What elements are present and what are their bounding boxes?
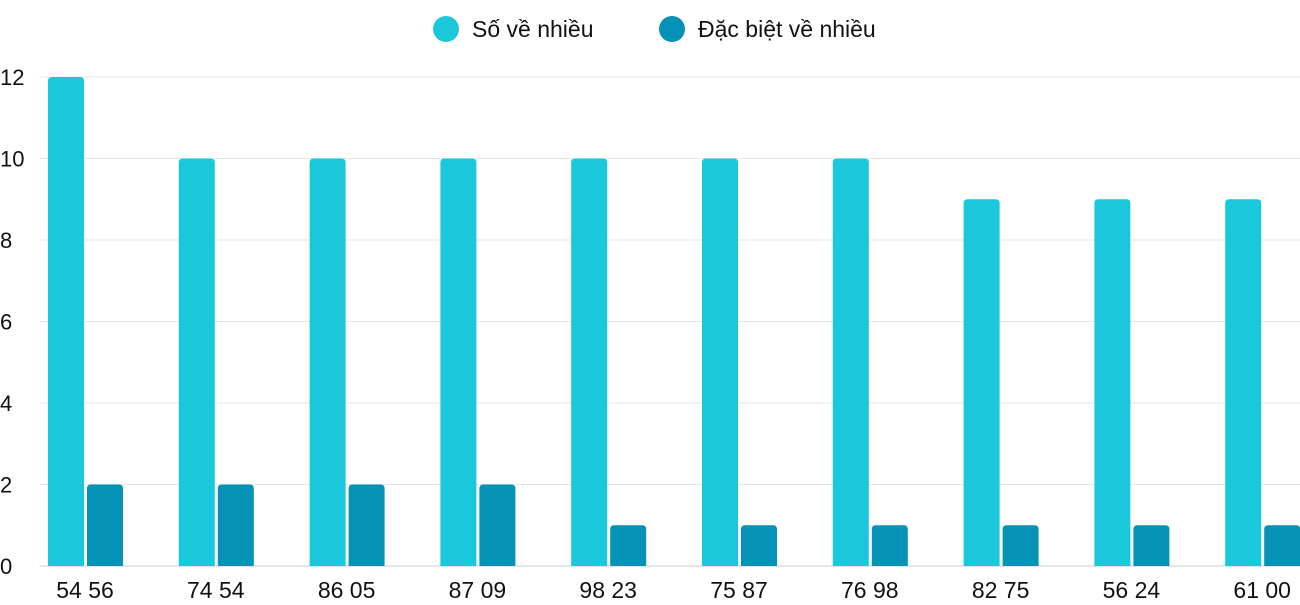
grid <box>40 76 1300 567</box>
x-tick-label: 87 09 <box>449 577 507 600</box>
bar-dac-biet-ve-nhieu[interactable] <box>479 484 516 567</box>
legend: Số về nhiều Đặc biệt về nhiều <box>433 16 876 42</box>
y-tick-label: 6 <box>0 310 12 335</box>
legend-marker <box>433 16 459 42</box>
legend-item[interactable]: Đặc biệt về nhiều <box>659 16 876 42</box>
legend-label: Đặc biệt về nhiều <box>698 16 876 42</box>
bar-dac-biet-ve-nhieu[interactable] <box>741 525 777 566</box>
bar-dac-biet-ve-nhieu[interactable] <box>610 525 647 566</box>
bar-so-ve-nhieu[interactable] <box>440 158 477 567</box>
legend-item[interactable]: Số về nhiều <box>433 16 593 42</box>
y-tick-label: 12 <box>0 65 24 90</box>
x-tick-label: 74 54 <box>187 577 245 600</box>
x-tick-label: 98 23 <box>579 577 637 600</box>
bar-dac-biet-ve-nhieu[interactable] <box>217 484 254 567</box>
bar-so-ve-nhieu[interactable] <box>832 158 869 567</box>
bar-so-ve-nhieu[interactable] <box>1094 199 1131 566</box>
y-axis: 0 2 4 6 8 10 12 <box>0 65 24 579</box>
x-tick-label: 75 87 <box>710 577 768 600</box>
legend-marker <box>659 16 685 42</box>
x-tick-label: 56 24 <box>1103 577 1161 600</box>
bar-so-ve-nhieu[interactable] <box>48 77 84 566</box>
legend-label: Số về nhiều <box>472 16 593 42</box>
bar-dac-biet-ve-nhieu[interactable] <box>1133 525 1170 566</box>
bar-so-ve-nhieu[interactable] <box>571 158 608 567</box>
bar-dac-biet-ve-nhieu[interactable] <box>348 484 385 567</box>
bar-so-ve-nhieu[interactable] <box>963 199 1000 566</box>
bar-dac-biet-ve-nhieu[interactable] <box>1002 525 1039 566</box>
y-tick-label: 2 <box>0 473 12 498</box>
y-tick-label: 4 <box>0 391 12 416</box>
x-axis: 54 56 74 54 86 05 87 09 98 23 75 87 76 98 82 75… <box>56 577 1291 603</box>
y-tick-label: 10 <box>0 147 24 172</box>
bar-so-ve-nhieu[interactable] <box>1225 199 1262 566</box>
bars <box>48 77 1300 566</box>
x-tick-label: 76 98 <box>841 577 899 600</box>
bar-dac-biet-ve-nhieu[interactable] <box>1264 525 1300 566</box>
x-tick-label: 82 75 <box>972 577 1030 600</box>
x-tick-label: 61 00 <box>1233 577 1291 600</box>
bar-dac-biet-ve-nhieu[interactable] <box>87 484 123 567</box>
bar-dac-biet-ve-nhieu[interactable] <box>871 525 908 566</box>
y-tick-label: 8 <box>0 228 12 253</box>
x-tick-label: 54 56 <box>56 577 114 600</box>
bar-so-ve-nhieu[interactable] <box>702 158 738 567</box>
x-tick-label: 86 05 <box>318 577 376 600</box>
y-tick-label: 0 <box>0 554 12 579</box>
bar-so-ve-nhieu[interactable] <box>309 158 346 567</box>
bar-so-ve-nhieu[interactable] <box>178 158 215 567</box>
